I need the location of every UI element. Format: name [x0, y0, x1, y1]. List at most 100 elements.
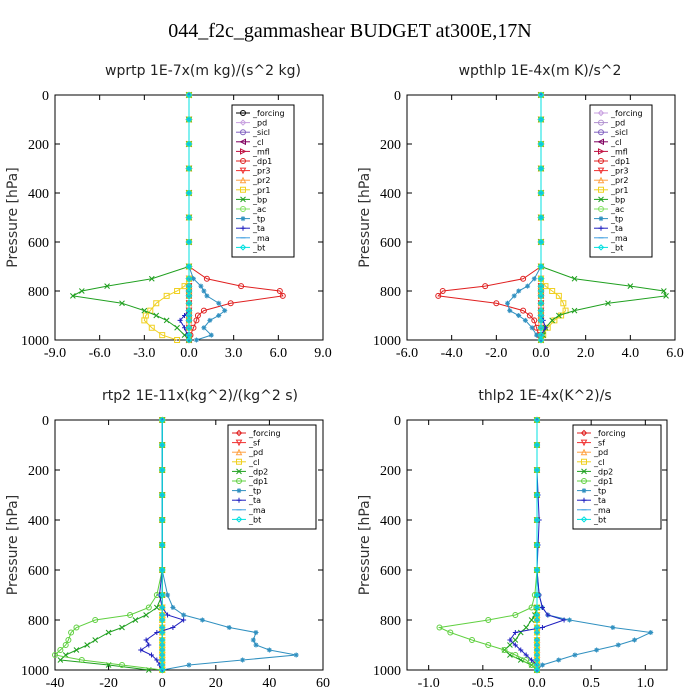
data-point [567, 617, 572, 623]
data-point [533, 491, 541, 499]
data-point [201, 325, 207, 331]
legend-label: _cl [593, 458, 605, 467]
data-point [533, 516, 541, 524]
legend-marker [240, 216, 246, 222]
data-point [534, 629, 540, 636]
x-tick-label: 1.0 [637, 676, 655, 691]
data-point [119, 624, 125, 631]
data-point [174, 288, 181, 294]
data-point [537, 275, 545, 282]
data-point [185, 275, 193, 282]
data-point [148, 324, 155, 331]
x-tick-label: -1.0 [418, 676, 440, 691]
y-tick-label: 800 [380, 285, 401, 300]
data-point [512, 642, 518, 648]
legend-marker [235, 448, 243, 456]
legend-label: _tp [252, 215, 265, 224]
data-point [525, 283, 531, 289]
x-tick-label: 0.5 [582, 676, 600, 691]
legend-label: _pd [593, 448, 608, 457]
data-point [193, 337, 199, 343]
data-point [158, 591, 166, 599]
data-point [549, 288, 556, 294]
data-point [141, 307, 148, 314]
legend-marker [240, 148, 247, 155]
data-point [533, 466, 541, 474]
x-tick-label: -0.5 [472, 676, 494, 691]
legend-label: _mfl [252, 147, 270, 156]
legend-label: _cl [252, 138, 264, 147]
data-point [537, 140, 545, 148]
legend-label: _forcing [610, 109, 643, 118]
data-point [439, 288, 446, 294]
data-point [512, 612, 519, 618]
legend-label: _sf [593, 439, 605, 448]
data-point [159, 332, 166, 339]
x-tick-label: 0.0 [528, 676, 546, 691]
data-point [615, 642, 621, 648]
data-point [520, 307, 527, 314]
data-point [185, 292, 193, 300]
legend-marker [581, 458, 587, 465]
legend-marker [598, 206, 604, 212]
data-point [186, 662, 192, 668]
series-line [143, 95, 190, 341]
data-point [158, 416, 166, 424]
data-point [533, 616, 541, 624]
data-point [610, 625, 616, 630]
data-point [533, 441, 541, 449]
legend-marker [580, 448, 588, 456]
series-dp1 [435, 92, 544, 343]
y-tick-label: 200 [28, 464, 49, 479]
data-point [92, 637, 99, 643]
legend-marker [598, 216, 604, 222]
y-tick-label: 800 [380, 614, 401, 629]
legend-label: _ta [610, 224, 623, 233]
y-tick-label: 800 [28, 614, 49, 629]
data-point [158, 604, 166, 611]
legend-label: _sicl [252, 128, 270, 137]
legend-label: _mfl [610, 147, 628, 156]
y-tick-label: 400 [380, 514, 401, 529]
y-tick-label: 0 [394, 414, 401, 429]
data-point [572, 652, 578, 658]
legend-marker [240, 225, 246, 231]
legend-marker [240, 158, 246, 164]
legend-marker [240, 110, 246, 116]
legend-label: _pr2 [610, 176, 628, 185]
data-point [70, 293, 76, 299]
y-axis-label: Pressure [hPa] [5, 495, 21, 595]
panel-4: thlp2 1E-4x(K^2)/s Pressure [hPa] 0 200 400 6… [357, 388, 668, 691]
legend-label: _pr3 [252, 167, 270, 176]
data-point [181, 283, 188, 290]
panel-title: thlp2 1E-4x(K^2)/s [478, 388, 611, 404]
data-point [73, 624, 80, 631]
legend-marker [597, 167, 605, 175]
legend-marker [597, 244, 605, 251]
data-point [163, 292, 170, 299]
data-point [204, 293, 210, 299]
data-point [148, 652, 154, 658]
series-line [540, 95, 567, 341]
y-tick-label: 400 [28, 187, 49, 202]
data-point [537, 336, 545, 344]
data-point [65, 637, 72, 643]
data-point [485, 617, 492, 623]
data-point [226, 625, 232, 630]
data-point [84, 642, 91, 648]
legend-marker [236, 488, 242, 494]
data-point [154, 657, 160, 663]
data-point [571, 275, 578, 282]
y-axis-label: Pressure [hPa] [357, 495, 373, 595]
data-point [185, 324, 193, 331]
data-point [660, 288, 667, 294]
legend-marker [239, 176, 247, 184]
data-point [52, 652, 58, 658]
legend-marker [240, 186, 246, 193]
legend-marker [581, 468, 587, 475]
legend-label: _tp [593, 487, 606, 496]
data-point [556, 312, 562, 319]
panel-1: wprtp 1E-7x(m kg)/(s^2 kg) Pressure [hPa]… [5, 63, 332, 361]
data-point [533, 629, 541, 636]
series-bt [533, 416, 541, 674]
